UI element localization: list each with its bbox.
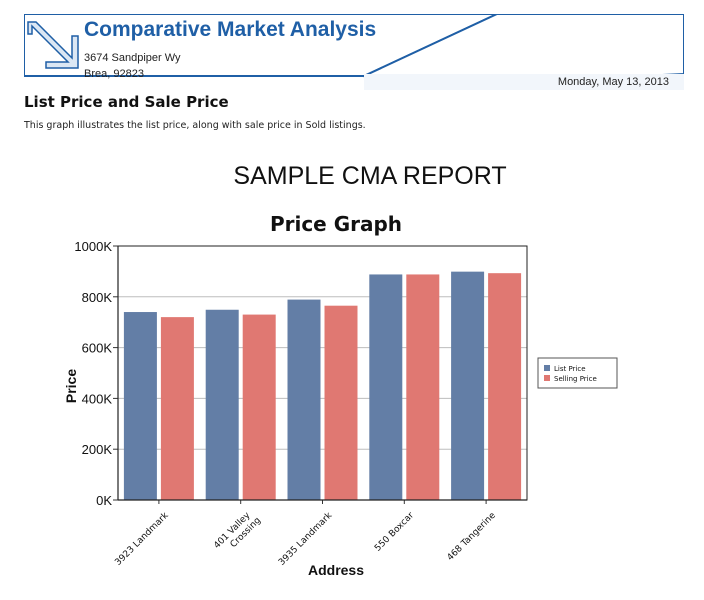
- chart-title: Price Graph: [270, 212, 402, 236]
- x-tick-label: 401 ValleyCrossing: [212, 508, 263, 559]
- section-title: List Price and Sale Price: [24, 93, 229, 111]
- legend-swatch: [544, 365, 550, 371]
- selling-price-bar: [242, 314, 276, 500]
- legend-label: Selling Price: [554, 375, 597, 383]
- y-tick-label: 600K: [82, 341, 113, 356]
- x-axis-label: Address: [308, 562, 364, 578]
- legend-label: List Price: [554, 365, 586, 373]
- plot-border: [117, 245, 528, 501]
- x-tick-label-line: 468 Tangerine: [446, 510, 499, 563]
- list-price-bar: [287, 299, 321, 500]
- x-tick-label: 550 Boxcar: [373, 510, 416, 553]
- list-price-bar: [123, 312, 157, 500]
- x-tick-label-line: 550 Boxcar: [373, 510, 416, 553]
- header-title: Comparative Market Analysis: [84, 18, 377, 41]
- header-date-strip: [364, 74, 684, 90]
- header-banner: [24, 14, 684, 90]
- chart-bars: [123, 271, 522, 500]
- chart-legend: List Price Selling Price: [537, 357, 618, 389]
- y-tick-label: 200K: [82, 442, 113, 457]
- y-tick-label: 800K: [82, 290, 113, 305]
- list-price-bar: [369, 274, 403, 500]
- report-date: Monday, May 13, 2013: [557, 76, 669, 88]
- selling-price-bar: [160, 317, 194, 500]
- x-tick-label: 468 Tangerine: [446, 510, 499, 563]
- legend-swatch: [544, 375, 550, 381]
- selling-price-bar: [406, 274, 440, 500]
- selling-price-bar: [324, 305, 358, 500]
- address-line-2: Brea, 92823: [84, 68, 144, 80]
- report-title: SAMPLE CMA REPORT: [233, 162, 507, 190]
- x-tick-label-line: 3923 Landmark: [113, 510, 171, 568]
- list-price-bar: [205, 309, 239, 500]
- x-tick-label: 3923 Landmark: [113, 510, 171, 568]
- report-header: Comparative Market Analysis 3674 Sandpip…: [24, 14, 684, 90]
- x-tick-label: 3935 Landmark: [277, 510, 335, 568]
- price-graph-chart: Price Graph 0K 200K 400K 600K 800K 1000K 3923 …: [63, 212, 618, 578]
- arrow-logo-icon: [27, 21, 79, 69]
- address-line-1: 3674 Sandpiper Wy: [84, 52, 181, 64]
- y-tick-label: 400K: [82, 391, 113, 406]
- y-axis-label: Price: [63, 369, 79, 403]
- y-tick-label: 1000K: [74, 239, 112, 254]
- section-description: This graph illustrates the list price, a…: [24, 120, 366, 131]
- x-tick-label-line: 3935 Landmark: [277, 510, 335, 568]
- legend-box: [537, 357, 618, 389]
- y-tick-label: 0K: [96, 493, 112, 508]
- list-price-bar: [451, 271, 485, 500]
- selling-price-bar: [488, 273, 522, 500]
